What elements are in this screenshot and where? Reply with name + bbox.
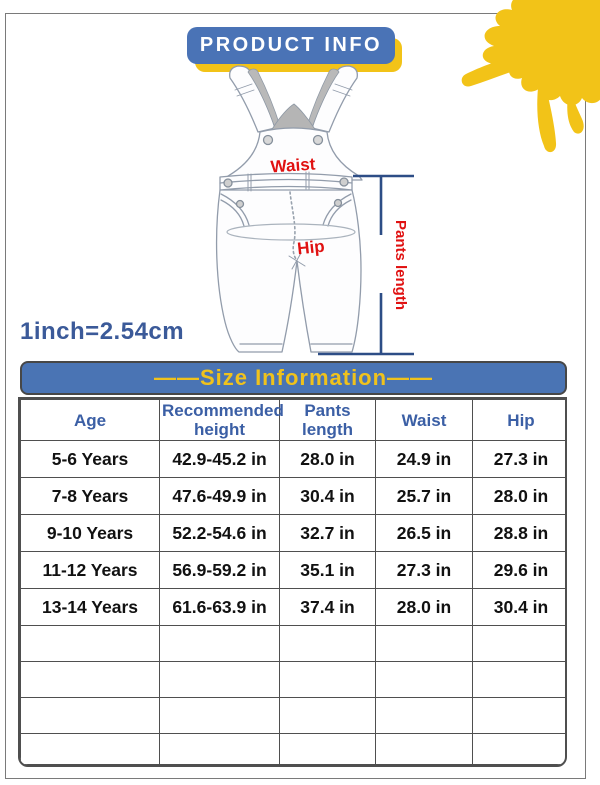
cell-age: 7-8 Years	[20, 477, 160, 516]
empty-cell	[159, 733, 280, 766]
bib	[223, 127, 363, 181]
empty-cell	[20, 625, 160, 663]
empty-cell	[472, 733, 565, 766]
waist-button-left	[223, 178, 233, 188]
cell-hip: 30.4 in	[472, 588, 565, 627]
empty-row	[20, 661, 565, 699]
cell-hip: 29.6 in	[472, 551, 565, 590]
fly-zipper	[289, 191, 297, 260]
belt-loops	[247, 171, 310, 192]
empty-cell	[20, 661, 160, 699]
table-row: 9-10 Years 52.2-54.6 in 32.7 in 26.5 in …	[20, 514, 565, 553]
pocket-rivet-right	[333, 198, 343, 208]
cell-age: 9-10 Years	[20, 514, 160, 553]
cell-height: 47.6-49.9 in	[159, 477, 280, 516]
empty-cell	[279, 733, 376, 766]
pocket-right	[322, 193, 352, 227]
empty-cell	[159, 661, 280, 699]
hip-line	[226, 223, 356, 241]
empty-row	[20, 697, 565, 735]
col-header-age: Age	[20, 399, 160, 442]
col-header-pants-length: Pants length	[279, 399, 376, 442]
cell-hip: 27.3 in	[472, 440, 565, 479]
cell-age: 5-6 Years	[20, 440, 160, 479]
cell-pants-length: 30.4 in	[279, 477, 376, 516]
waist-button-right	[339, 177, 349, 187]
cell-hip: 28.0 in	[472, 477, 565, 516]
cell-pants-length: 35.1 in	[279, 551, 376, 590]
overalls-diagram: Waist Hip Pants length	[215, 65, 414, 356]
cell-waist: 28.0 in	[375, 588, 473, 627]
col-header-hip: Hip	[472, 399, 565, 442]
page-border	[5, 13, 586, 779]
empty-cell	[472, 697, 565, 735]
empty-cell	[20, 733, 160, 766]
waistband	[219, 172, 353, 191]
empty-cell	[375, 697, 473, 735]
cell-pants-length: 32.7 in	[279, 514, 376, 553]
empty-cell	[375, 625, 473, 663]
empty-cell	[279, 697, 376, 735]
size-information-heading: ——Size Information——	[153, 365, 434, 390]
cell-waist: 26.5 in	[375, 514, 473, 553]
measurement-lines	[318, 174, 414, 356]
crotch-stitch	[288, 252, 306, 270]
strap-left-shade	[247, 68, 281, 129]
waistband-stitch	[219, 178, 353, 184]
cell-height: 52.2-54.6 in	[159, 514, 280, 553]
strap-gap-shade	[270, 103, 317, 132]
cell-height: 61.6-63.9 in	[159, 588, 280, 627]
unit-note: 1inch=2.54cm	[20, 318, 185, 345]
product-info-badge: PRODUCT INFO	[187, 27, 395, 64]
cell-age: 13-14 Years	[20, 588, 160, 627]
splat-drip-short	[567, 94, 584, 134]
empty-cell	[279, 661, 376, 699]
strap-right-shade	[306, 68, 340, 129]
cell-age: 11-12 Years	[20, 551, 160, 590]
paint-splat-icon	[461, 0, 600, 153]
cell-waist: 25.7 in	[375, 477, 473, 516]
bib-button-right	[312, 134, 324, 146]
table-row: 11-12 Years 56.9-59.2 in 35.1 in 27.3 in…	[20, 551, 565, 590]
splat-drip-long	[537, 88, 557, 153]
empty-row	[20, 625, 565, 663]
bib-button-left	[262, 134, 274, 146]
empty-cell	[472, 625, 565, 663]
col-header-waist: Waist	[375, 399, 473, 442]
empty-cell	[472, 661, 565, 699]
empty-cell	[375, 661, 473, 699]
empty-cell	[159, 697, 280, 735]
table-row: 7-8 Years 47.6-49.9 in 30.4 in 25.7 in 2…	[20, 477, 565, 516]
hip-label: Hip	[296, 237, 325, 259]
strap-right-stitch	[332, 83, 353, 97]
empty-cell	[20, 697, 160, 735]
cell-pants-length: 28.0 in	[279, 440, 376, 479]
header-row: Age Recommended height Pants length Wais…	[20, 399, 565, 442]
cell-hip: 28.8 in	[472, 514, 565, 553]
size-table: Age Recommended height Pants length Wais…	[20, 399, 565, 766]
pocket-rivet-left	[235, 199, 245, 209]
cell-height: 42.9-45.2 in	[159, 440, 280, 479]
col-header-recommended-height: Recommended height	[159, 399, 284, 442]
empty-cell	[375, 733, 473, 766]
empty-row	[20, 733, 565, 766]
size-information-bar: ——Size Information——	[20, 361, 567, 395]
cell-waist: 27.3 in	[375, 551, 473, 590]
cell-waist: 24.9 in	[375, 440, 473, 479]
table-row: 5-6 Years 42.9-45.2 in 28.0 in 24.9 in 2…	[20, 440, 565, 479]
empty-cell	[279, 625, 376, 663]
size-table-wrap: Age Recommended height Pants length Wais…	[18, 397, 567, 768]
empty-cell	[159, 625, 280, 663]
page-title: PRODUCT INFO	[199, 34, 383, 56]
waist-label: Waist	[270, 154, 316, 176]
table-row: 13-14 Years 61.6-63.9 in 37.4 in 28.0 in…	[20, 588, 565, 627]
pants-length-label: Pants length	[392, 220, 409, 310]
strap-left-stitch	[234, 83, 255, 97]
cell-pants-length: 37.4 in	[279, 588, 376, 627]
splat-arm	[461, 56, 520, 87]
splat-body	[482, 0, 600, 106]
cell-height: 56.9-59.2 in	[159, 551, 280, 590]
